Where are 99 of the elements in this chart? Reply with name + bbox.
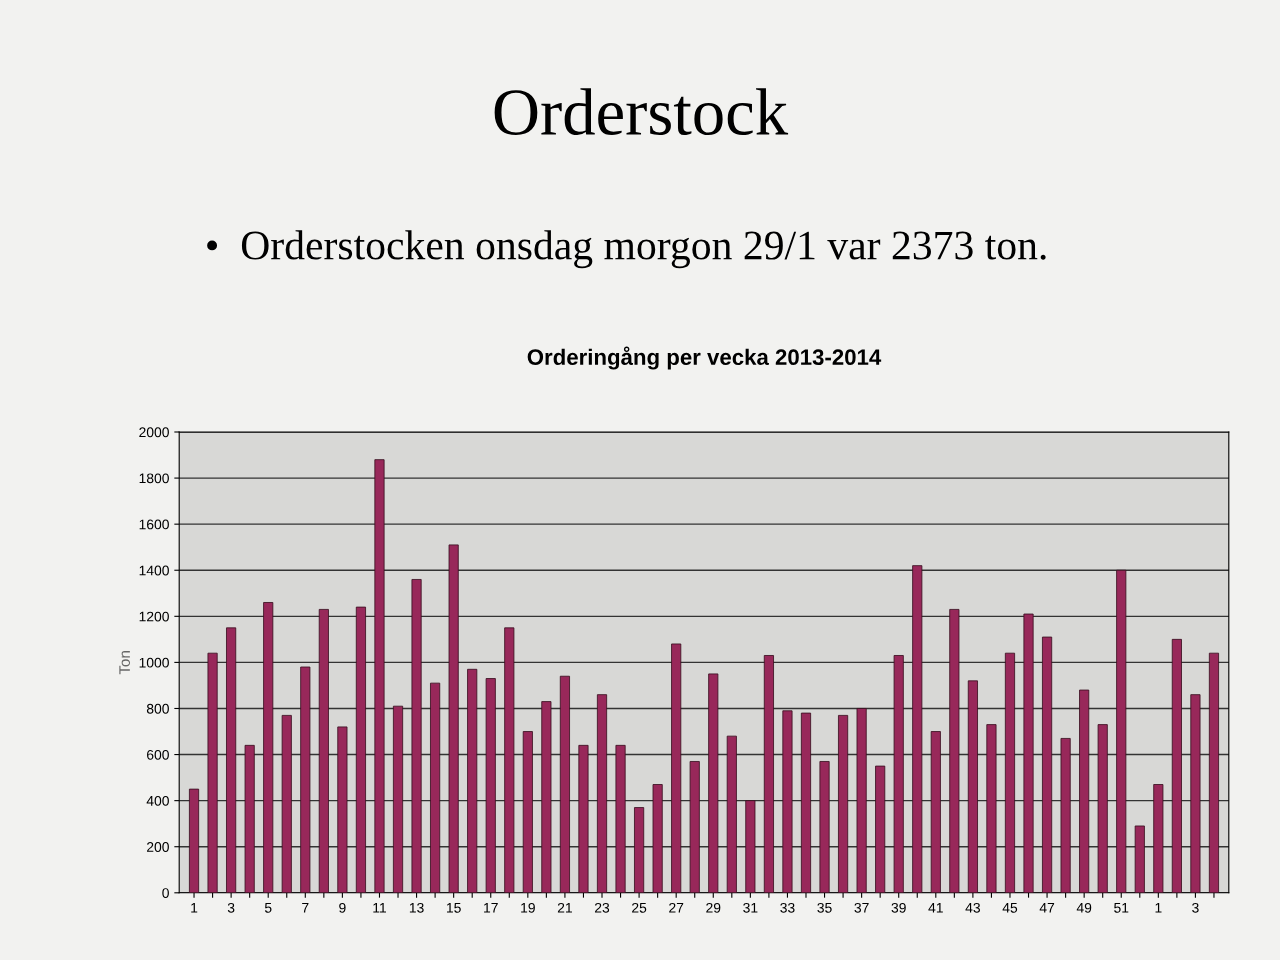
bar	[337, 726, 348, 893]
y-tick-label: 600	[147, 749, 169, 760]
x-tick-label: 15	[446, 903, 461, 913]
x-tick-label: 49	[1076, 902, 1092, 913]
bar	[392, 705, 404, 893]
x-tick-label: 29	[706, 902, 721, 913]
bar	[1208, 652, 1220, 893]
bar	[1023, 613, 1034, 893]
x-tick-label: 3	[1192, 902, 1199, 913]
bar	[986, 724, 997, 893]
y-tick-label: 2000	[139, 427, 169, 438]
x-tick-label: 1	[1155, 903, 1162, 913]
x-tick-label: 43	[965, 902, 981, 913]
bar	[726, 735, 737, 893]
bar	[318, 608, 329, 893]
y-axis-title: Ton	[119, 651, 131, 675]
x-tick-label: 39	[891, 902, 906, 913]
x-tick-label: 25	[632, 902, 647, 913]
x-tick-label: 35	[817, 902, 832, 913]
bar	[1171, 638, 1182, 893]
x-tick-label: 19	[521, 902, 535, 913]
bar	[689, 761, 700, 893]
x-tick-label: 5	[264, 903, 272, 913]
bar	[596, 694, 608, 893]
bar	[522, 731, 533, 893]
bar	[838, 714, 849, 893]
bar	[967, 680, 978, 893]
bar	[1153, 784, 1164, 893]
bar	[448, 544, 459, 893]
x-tick-label: 9	[339, 902, 346, 913]
bar	[652, 784, 663, 893]
x-tick-label: 27	[669, 902, 684, 913]
bar	[763, 655, 774, 893]
y-tick-label: 1600	[139, 519, 169, 530]
bar	[467, 668, 478, 893]
x-tick-label: 33	[780, 902, 795, 913]
bar	[708, 673, 719, 893]
bar	[188, 788, 200, 893]
bar	[912, 565, 923, 893]
bar	[411, 579, 422, 893]
bar	[1190, 694, 1201, 893]
y-tick-label: 1400	[139, 565, 169, 576]
bar	[949, 608, 960, 893]
x-tick-label: 23	[594, 902, 610, 913]
x-tick-label: 47	[1039, 903, 1055, 913]
text: Orderingång per vecka 2013-2014	[527, 346, 882, 370]
chart-subtitle: • Orderstocken onsdag morgon 29/1 var 2373 ton.	[207, 230, 1046, 269]
x-tick-label: 1	[191, 903, 198, 913]
bar	[1116, 569, 1127, 893]
y-tick-label: 200	[147, 842, 169, 852]
x-tick-label: 3	[227, 902, 235, 913]
bar	[559, 675, 570, 893]
y-tick-label: 1800	[139, 473, 169, 484]
bar	[207, 652, 218, 893]
bar	[1097, 724, 1108, 893]
bar	[745, 800, 756, 893]
bar	[893, 655, 904, 893]
x-tick-label: 41	[928, 903, 943, 913]
bar	[485, 678, 496, 893]
x-tick-label: 37	[854, 902, 869, 913]
bar	[541, 701, 552, 893]
x-tick-label: 7	[302, 903, 309, 913]
bar	[1079, 689, 1090, 893]
x-tick-label: 31	[743, 902, 758, 913]
bar	[504, 627, 515, 893]
x-tick-label: 11	[373, 903, 387, 913]
y-tick-label: 400	[146, 795, 169, 806]
bar	[1004, 652, 1016, 893]
bar	[374, 459, 385, 893]
bar	[819, 761, 830, 893]
bar	[578, 744, 589, 893]
bar	[430, 682, 441, 893]
bar	[634, 807, 645, 893]
bar	[244, 744, 255, 893]
x-tick-label: 13	[409, 902, 424, 913]
bar	[1042, 636, 1053, 893]
bar	[281, 714, 292, 893]
bar	[1060, 738, 1071, 893]
bar	[355, 606, 366, 893]
bar	[856, 708, 867, 893]
bar	[263, 602, 274, 893]
y-tick-label: 1200	[139, 611, 169, 622]
y-tick-label: 0	[162, 888, 169, 898]
bar	[1134, 825, 1145, 893]
x-tick-label: 17	[484, 903, 498, 913]
bar	[930, 731, 941, 893]
chart-title: Orderstock	[494, 88, 789, 136]
y-tick-label: 1000	[139, 657, 169, 668]
x-tick-label: 45	[1002, 903, 1018, 913]
bar	[226, 627, 237, 893]
bar	[782, 710, 793, 893]
y-tick-label: 800	[146, 703, 169, 714]
bar	[615, 744, 626, 893]
bar	[300, 666, 311, 893]
x-tick-label: 21	[557, 902, 572, 913]
bar	[875, 765, 886, 893]
bar	[800, 712, 812, 893]
bar	[671, 643, 682, 893]
x-tick-label: 51	[1114, 903, 1129, 913]
